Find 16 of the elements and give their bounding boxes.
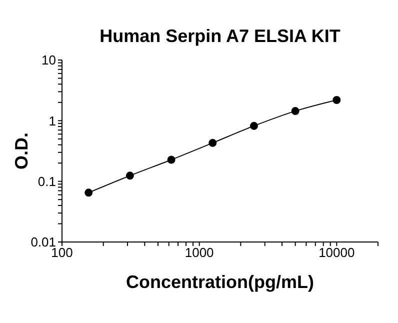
y-tick-label: 1: [48, 113, 56, 128]
point: [208, 138, 217, 147]
point: [126, 172, 134, 180]
x-tick-label: 100: [51, 245, 73, 260]
point: [291, 107, 300, 116]
point: [250, 122, 258, 130]
x-tick-label: 10000: [318, 245, 355, 260]
y-axis-title: O.D.: [12, 132, 32, 170]
x-axis-title: Concentration(pg/mL): [125, 272, 315, 293]
y-tick-label: 10: [42, 52, 56, 68]
point: [332, 96, 341, 104]
y-tick-label: 0.1: [38, 174, 56, 189]
point: [167, 156, 176, 164]
chart-title: Human Serpin A7 ELSIA KIT: [98, 26, 342, 47]
point: [84, 188, 93, 197]
x-tick-label: 1000: [184, 245, 214, 260]
